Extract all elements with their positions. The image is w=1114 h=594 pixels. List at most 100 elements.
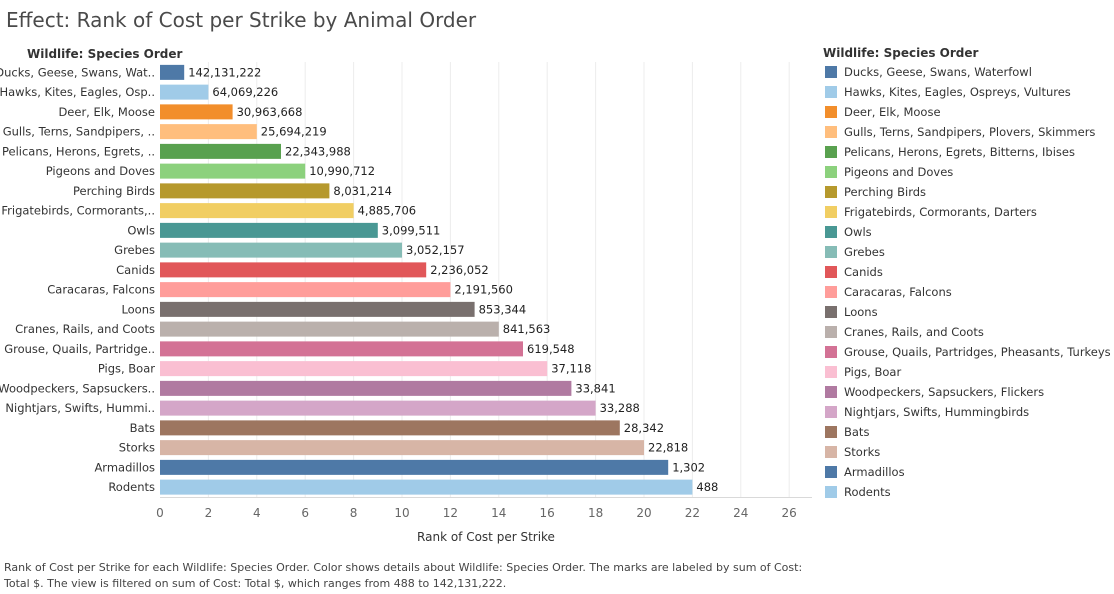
legend-swatch	[825, 366, 837, 378]
x-tick-label: 22	[685, 506, 700, 520]
legend-item[interactable]: Nightjars, Swifts, Hummingbirds	[825, 402, 1114, 422]
bar-value-label: 853,344	[479, 302, 527, 316]
bar[interactable]	[160, 361, 548, 377]
legend-item[interactable]: Grebes	[825, 242, 1114, 262]
legend-item[interactable]: Owls	[825, 222, 1114, 242]
bar[interactable]	[160, 163, 306, 179]
legend-swatch	[825, 266, 837, 278]
legend-item[interactable]: Cranes, Rails, and Coots	[825, 322, 1114, 342]
bar[interactable]	[160, 64, 185, 80]
x-tick-label: 10	[394, 506, 409, 520]
legend-item[interactable]: Armadillos	[825, 462, 1114, 482]
x-tick-label: 6	[301, 506, 309, 520]
legend-label: Perching Birds	[844, 185, 927, 199]
legend-item[interactable]: Pigeons and Doves	[825, 162, 1114, 182]
bar[interactable]	[160, 203, 354, 219]
bar[interactable]	[160, 143, 281, 159]
legend-item[interactable]: Canids	[825, 262, 1114, 282]
legend-swatch	[825, 126, 837, 138]
legend-label: Owls	[844, 225, 872, 239]
legend-swatch	[825, 246, 837, 258]
bar[interactable]	[160, 440, 644, 456]
legend-item[interactable]: Pelicans, Herons, Egrets, Bitterns, Ibis…	[825, 142, 1114, 162]
row-label: Pigeons and Doves	[46, 164, 155, 178]
bar[interactable]	[160, 400, 596, 416]
legend-item[interactable]: Caracaras, Falcons	[825, 282, 1114, 302]
bar[interactable]	[160, 104, 233, 120]
bar-value-label: 488	[696, 480, 718, 494]
bar-value-label: 25,694,219	[261, 125, 327, 139]
legend-item[interactable]: Gulls, Terns, Sandpipers, Plovers, Skimm…	[825, 122, 1114, 142]
legend-item[interactable]: Bats	[825, 422, 1114, 442]
legend-swatch	[825, 486, 837, 498]
legend-item[interactable]: Woodpeckers, Sapsuckers, Flickers	[825, 382, 1114, 402]
legend-item[interactable]: Grouse, Quails, Partridges, Pheasants, T…	[825, 342, 1114, 362]
row-label: Nightjars, Swifts, Hummi..	[5, 401, 155, 415]
legend-label: Pelicans, Herons, Egrets, Bitterns, Ibis…	[844, 145, 1075, 159]
bar[interactable]	[160, 262, 427, 278]
legend-swatch	[825, 66, 837, 78]
bar[interactable]	[160, 84, 209, 100]
legend-label: Frigatebirds, Cormorants, Darters	[844, 205, 1037, 219]
bar[interactable]	[160, 479, 693, 495]
legend-item[interactable]: Perching Birds	[825, 182, 1114, 202]
bar-value-label: 10,990,712	[309, 164, 375, 178]
legend-item[interactable]: Deer, Elk, Moose	[825, 102, 1114, 122]
bar[interactable]	[160, 183, 330, 199]
bar[interactable]	[160, 321, 499, 337]
bar[interactable]	[160, 420, 620, 436]
legend-swatch	[825, 186, 837, 198]
legend-title: Wildlife: Species Order	[823, 46, 979, 60]
legend-swatch	[825, 166, 837, 178]
legend-swatch	[825, 306, 837, 318]
row-label: Owls	[127, 223, 155, 237]
row-label: Frigatebirds, Cormorants,..	[1, 204, 155, 218]
legend-label: Hawks, Kites, Eagles, Ospreys, Vultures	[844, 85, 1071, 99]
legend-item[interactable]: Rodents	[825, 482, 1114, 502]
legend-swatch	[825, 386, 837, 398]
bar[interactable]	[160, 124, 257, 140]
x-tick-label: 16	[540, 506, 555, 520]
legend-swatch	[825, 86, 837, 98]
legend-item[interactable]: Loons	[825, 302, 1114, 322]
bar[interactable]	[160, 242, 402, 258]
row-label: Rodents	[108, 480, 155, 494]
legend-label: Pigeons and Doves	[844, 165, 954, 179]
bar[interactable]	[160, 459, 669, 475]
x-tick-label: 8	[350, 506, 358, 520]
bar[interactable]	[160, 301, 475, 317]
row-axis-header[interactable]: Wildlife: Species Order	[27, 47, 183, 61]
bar-value-label: 8,031,214	[333, 184, 392, 198]
bar-value-label: 3,052,157	[406, 243, 465, 257]
legend-swatch	[825, 466, 837, 478]
row-label: Hawks, Kites, Eagles, Osp..	[0, 85, 155, 99]
legend-label: Caracaras, Falcons	[844, 285, 952, 299]
chart-caption: Rank of Cost per Strike for each Wildlif…	[4, 561, 803, 590]
x-tick-label: 14	[491, 506, 506, 520]
row-label: Perching Birds	[73, 184, 155, 198]
legend-swatch	[825, 226, 837, 238]
bar[interactable]	[160, 282, 451, 298]
legend-item[interactable]: Pigs, Boar	[825, 362, 1114, 382]
legend-label: Cranes, Rails, and Coots	[844, 325, 984, 339]
bar-value-label: 4,885,706	[358, 204, 417, 218]
x-tick-label: 26	[782, 506, 797, 520]
row-label: Grouse, Quails, Partridge..	[4, 342, 155, 356]
legend-label: Loons	[844, 305, 878, 319]
legend-swatch	[825, 406, 837, 418]
legend-item[interactable]: Storks	[825, 442, 1114, 462]
legend-label: Ducks, Geese, Swans, Waterfowl	[844, 65, 1032, 79]
row-label: Loons	[121, 302, 155, 316]
x-tick-label: 12	[443, 506, 458, 520]
bar[interactable]	[160, 380, 572, 396]
legend-item[interactable]: Frigatebirds, Cormorants, Darters	[825, 202, 1114, 222]
bar-value-label: 22,343,988	[285, 144, 351, 158]
bar[interactable]	[160, 341, 523, 357]
legend-item[interactable]: Ducks, Geese, Swans, Waterfowl	[825, 62, 1114, 82]
legend-label: Storks	[844, 445, 881, 459]
legend-label: Gulls, Terns, Sandpipers, Plovers, Skimm…	[844, 125, 1096, 139]
bar-value-label: 3,099,511	[382, 223, 441, 237]
bar[interactable]	[160, 222, 378, 238]
legend-item[interactable]: Hawks, Kites, Eagles, Ospreys, Vultures	[825, 82, 1114, 102]
legend-label: Rodents	[844, 485, 891, 499]
